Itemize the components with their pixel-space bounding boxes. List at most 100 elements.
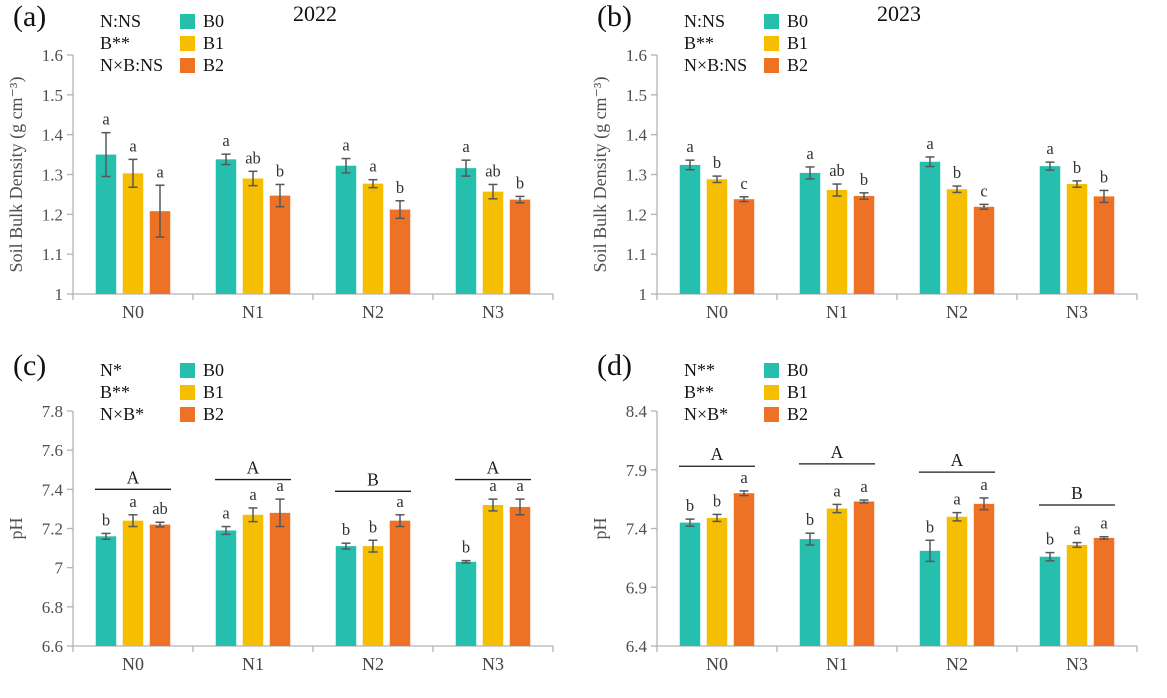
- legend-item: B0: [764, 10, 808, 32]
- sig-letter: b: [1046, 530, 1054, 549]
- legend-item: B2: [180, 403, 224, 425]
- bar-b2-n2: [389, 520, 411, 646]
- sig-letter: a: [369, 157, 377, 176]
- bar-b0-n3: [455, 168, 477, 294]
- y-tick-label: 7.9: [626, 461, 647, 480]
- sig-letter: b: [462, 538, 470, 557]
- category-label: N1: [242, 302, 264, 322]
- sig-letter: c: [740, 174, 747, 193]
- y-tick-label: 7.6: [42, 441, 63, 460]
- sig-letter: b: [860, 170, 868, 189]
- bar-b0-n1: [799, 539, 821, 646]
- legend-item: B1: [180, 381, 224, 403]
- sig-letter: a: [860, 477, 868, 496]
- bar-b0-n0: [679, 164, 701, 294]
- legend-label: B2: [203, 54, 225, 75]
- bar-b1-n1: [826, 508, 848, 646]
- anova-line-b: B**: [684, 382, 715, 402]
- y-tick-label: 1.4: [42, 126, 64, 145]
- group-sig-letter: A: [951, 450, 964, 470]
- legend-item: B2: [764, 54, 808, 76]
- bar-b1-n3: [1066, 184, 1088, 294]
- y-tick-label: 1.2: [626, 205, 647, 224]
- bar-b1-n1: [242, 178, 264, 294]
- chart-svg: 1 1.1 1.2 1.3 1.4 1.5 1.6 N0 N1 N2 N3 Soil Bulk Den…: [590, 46, 1138, 322]
- category-label: N1: [826, 654, 848, 674]
- y-tick-label: 1.3: [626, 166, 647, 185]
- bar-b0-n3: [1039, 166, 1061, 294]
- sig-letter: a: [129, 136, 137, 155]
- panel-title-year: 2022: [293, 1, 337, 26]
- anova-line-nxb: N×B:NS: [684, 55, 748, 75]
- legend-swatch-b0: [764, 362, 779, 378]
- anova-block: N:NS B** N×B:NS: [100, 10, 163, 76]
- legend-label: B2: [787, 54, 809, 75]
- y-tick-label: 1.5: [626, 86, 647, 105]
- bar-b0-n2: [335, 165, 357, 294]
- bar-b1-n0: [706, 179, 728, 294]
- sig-letter: b: [396, 178, 404, 197]
- bar-b0-n3: [1039, 556, 1061, 646]
- bar-b1-n0: [122, 520, 144, 646]
- category-label: N1: [242, 654, 264, 674]
- panel-label: (c): [13, 349, 47, 382]
- bar-b2-n0: [149, 524, 171, 646]
- y-tick-label: 7.8: [42, 402, 63, 421]
- y-axis-title: Soil Bulk Density (g cm⁻³): [6, 77, 27, 273]
- bar-b2-n2: [973, 206, 995, 294]
- anova-line-nxb: N×B:NS: [100, 55, 164, 75]
- sig-letter: a: [489, 476, 497, 495]
- category-label: N3: [1066, 302, 1088, 322]
- category-label: N0: [122, 654, 144, 674]
- sig-letter: a: [806, 144, 814, 163]
- bar-b2-n1: [853, 501, 875, 646]
- legend: B0 B1 B2: [180, 10, 224, 76]
- y-tick-label: 1: [55, 285, 64, 304]
- y-tick-label: 1.1: [626, 245, 647, 264]
- legend-label: B2: [203, 403, 225, 424]
- bar-b1-n0: [122, 173, 144, 294]
- bar-b0-n0: [95, 536, 117, 646]
- bar-b2-n1: [853, 196, 875, 294]
- y-tick-label: 1.4: [626, 126, 648, 145]
- category-label: N2: [946, 302, 968, 322]
- sig-letter: a: [686, 137, 694, 156]
- y-tick-label: 1.5: [42, 86, 63, 105]
- bar-b1-n3: [482, 505, 504, 646]
- bar-b0-n2: [919, 550, 941, 646]
- y-tick-label: 6.6: [42, 637, 63, 656]
- y-tick-label: 7.4: [42, 480, 64, 499]
- anova-line-n: N:NS: [684, 11, 726, 31]
- bar-b1-n2: [946, 516, 968, 646]
- bar-b1-n1: [826, 190, 848, 294]
- category-label: N2: [362, 654, 384, 674]
- sig-letter: ab: [245, 148, 261, 167]
- panel-label: (b): [597, 0, 632, 33]
- panel-label: (d): [597, 349, 632, 382]
- category-label: N1: [826, 302, 848, 322]
- group-sig-letter: A: [711, 444, 724, 464]
- y-tick-label: 6.4: [626, 637, 648, 656]
- sig-letter: b: [276, 161, 284, 180]
- y-tick-label: 1.2: [42, 205, 63, 224]
- bar-b0-n1: [799, 172, 821, 294]
- bar-b1-n3: [1066, 544, 1088, 646]
- y-tick-label: 7: [55, 559, 64, 578]
- sig-letter: a: [833, 481, 841, 500]
- sig-letter: a: [396, 492, 404, 511]
- legend-item: B0: [180, 10, 224, 32]
- bar-b1-n2: [362, 546, 384, 646]
- bar-b0-n2: [335, 546, 357, 646]
- anova-line-b: B**: [100, 382, 131, 402]
- sig-letter: a: [342, 136, 350, 155]
- anova-block: N** B** N×B*: [684, 359, 728, 425]
- y-axis-title: pH: [590, 518, 610, 540]
- sig-letter: b: [1100, 167, 1108, 186]
- bar-b2-n2: [973, 503, 995, 646]
- category-label: N0: [122, 302, 144, 322]
- legend-label: B0: [203, 10, 225, 31]
- group-sig-letter: A: [831, 442, 844, 462]
- sig-letter: a: [740, 468, 748, 487]
